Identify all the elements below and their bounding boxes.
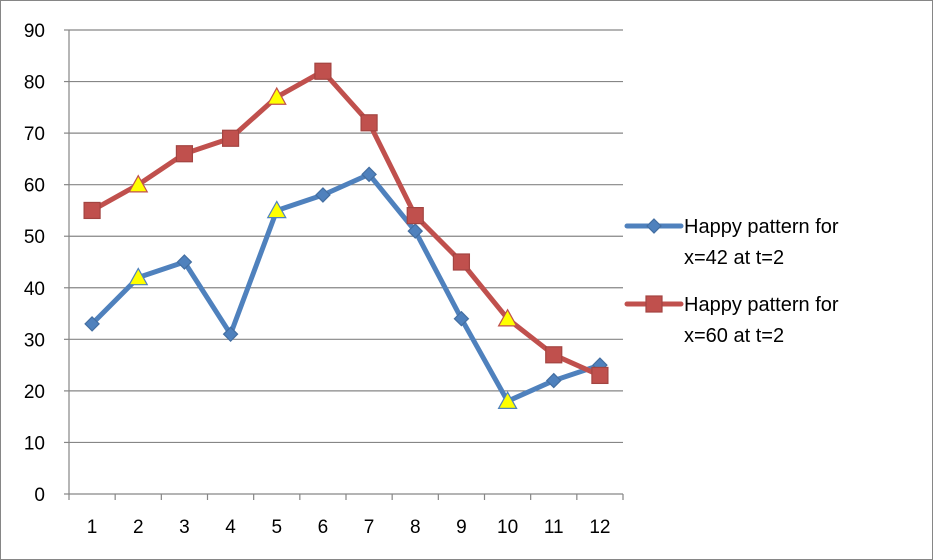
series-2-marker xyxy=(175,145,194,163)
series-1-line xyxy=(89,171,603,404)
y-tick-label: 40 xyxy=(24,279,45,300)
y-tick-label: 90 xyxy=(24,21,45,42)
y-tick-label: 30 xyxy=(24,330,45,351)
series-1-marker xyxy=(222,326,239,343)
series-2-highlight-marker xyxy=(128,174,149,193)
series-2-marker xyxy=(221,129,240,147)
series-1-marker xyxy=(84,316,100,332)
y-tick-label: 20 xyxy=(24,382,45,403)
series-1-marker xyxy=(453,310,470,327)
x-tick-label: 8 xyxy=(410,517,421,538)
series-2-marker xyxy=(591,366,609,385)
legend-1-label: x=42 at t=2 xyxy=(684,247,784,269)
series-1-marker xyxy=(407,223,424,239)
x-tick-label: 3 xyxy=(179,517,190,538)
x-tick-label: 11 xyxy=(544,517,564,538)
series-1-marker xyxy=(545,372,562,389)
series-2-line xyxy=(89,68,603,378)
series-1-marker xyxy=(315,187,331,203)
series-2-marker xyxy=(452,253,471,271)
series-1-highlight-marker xyxy=(497,390,518,409)
series-2-marker xyxy=(360,114,378,132)
legend-2-swatch-marker xyxy=(645,295,663,313)
x-tick-label: 10 xyxy=(497,517,518,538)
legend-1-label: Happy pattern for xyxy=(684,216,839,238)
series-2-marker xyxy=(406,207,424,225)
y-tick-label: 70 xyxy=(24,124,45,145)
y-tick-label: 0 xyxy=(34,485,45,506)
series-1-highlight-marker xyxy=(128,267,149,286)
series-2-highlight-marker xyxy=(266,86,287,105)
series-2-highlight-marker xyxy=(497,308,518,327)
y-tick-label: 50 xyxy=(24,227,45,248)
x-tick-label: 2 xyxy=(133,517,144,538)
x-tick-label: 1 xyxy=(87,517,98,538)
legend-2-label: x=60 at t=2 xyxy=(684,325,784,347)
series-1-highlight-marker xyxy=(266,200,287,219)
y-tick-label: 10 xyxy=(24,433,45,454)
series-2-marker xyxy=(545,346,563,364)
series-2-marker xyxy=(314,62,332,80)
x-tick-label: 5 xyxy=(271,517,282,538)
legend-2-label: Happy pattern for xyxy=(684,294,839,316)
series-1-marker xyxy=(176,254,193,270)
y-tick-label: 80 xyxy=(24,73,45,94)
x-tick-label: 12 xyxy=(589,517,610,538)
y-tick-label: 60 xyxy=(24,176,45,197)
x-tick-label: 9 xyxy=(456,517,467,538)
x-tick-label: 7 xyxy=(364,517,375,538)
x-tick-label: 4 xyxy=(225,517,236,538)
legend-1-swatch-marker xyxy=(646,218,662,234)
series-1-marker xyxy=(361,166,377,183)
x-tick-label: 6 xyxy=(318,517,329,538)
series-2-marker xyxy=(83,201,101,220)
